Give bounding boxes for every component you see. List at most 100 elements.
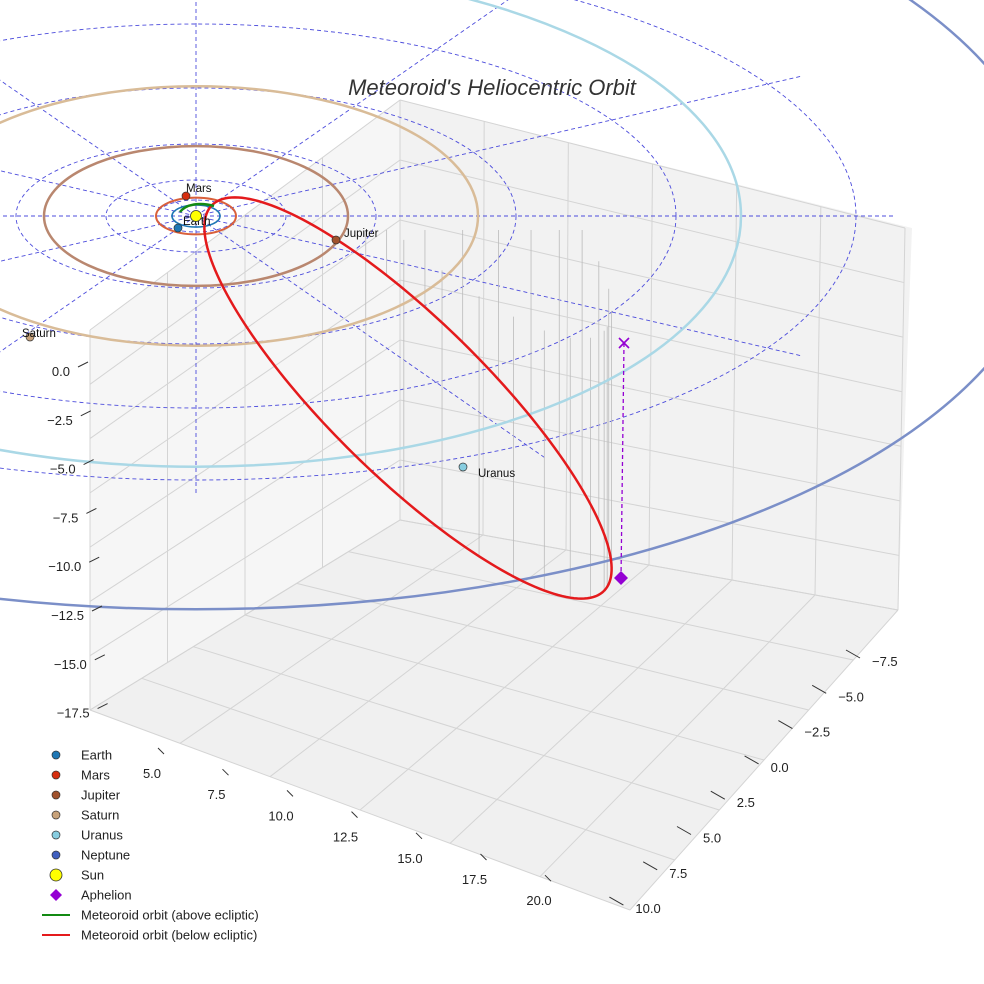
z-tick-label: −12.5: [51, 608, 84, 623]
x-tick-label: 12.5: [333, 830, 358, 845]
legend-neptune-label: Neptune: [81, 848, 130, 863]
orbit-drop-lines: [365, 230, 612, 598]
x-tick-mark: [157, 747, 165, 755]
x-tick-label: 17.5: [462, 872, 487, 887]
y-tick-mark: [811, 684, 827, 694]
x-tick-mark: [544, 874, 552, 882]
z-tick-label: −2.5: [47, 413, 73, 428]
legend-jupiter-label: Jupiter: [81, 788, 121, 803]
mars-orbit: [155, 196, 237, 236]
legend-jupiter-swatch: [51, 790, 61, 800]
polar-spoke: [195, 75, 803, 217]
legend-earth-swatch: [51, 750, 61, 760]
jupiter-marker: [331, 235, 341, 245]
y-tick-label: −2.5: [804, 725, 830, 740]
planet-markers: Earth Mars Jupiter Saturn Uranus: [22, 183, 515, 480]
grid-line: [629, 609, 899, 911]
jupiter-label: Jupiter: [344, 228, 379, 240]
legend-sun-label: Sun: [81, 868, 104, 883]
legend-aphelion-swatch: [50, 889, 62, 901]
x-tick-label: 10.0: [268, 808, 293, 823]
z-tick-label: 0.0: [52, 364, 70, 379]
neptune-orbit: [0, 0, 984, 611]
mars-marker: [181, 191, 191, 201]
x-tick-label: 5.0: [143, 766, 161, 781]
polar-spoke: [0, 79, 197, 217]
polar-ring: [0, 87, 517, 345]
z-tick-mark: [86, 507, 97, 514]
uranus-label: Uranus: [478, 468, 515, 480]
z-tick-label: −7.5: [53, 510, 79, 525]
z-tick-label: −5.0: [50, 462, 76, 477]
polar-spoke: [0, 170, 197, 217]
legend-uranus-label: Uranus: [81, 828, 123, 843]
polar-ring: [15, 143, 377, 289]
polar-spoke: [195, 0, 509, 217]
earth-marker: [173, 223, 183, 233]
legend-aphelion-label: Aphelion: [81, 888, 132, 903]
y-tick-mark: [845, 649, 861, 659]
axis-ticks: 0.0 −2.5 −5.0 −7.5 −10.0 −12.5 −15.0 −17.5 5.0 7.…: [47, 361, 898, 916]
y-tick-mark: [778, 720, 793, 730]
legend-meteoroid-orbit-below-ecliptic-label: Meteoroid orbit (below ecliptic): [81, 928, 257, 943]
jupiter-orbit: [42, 144, 350, 288]
y-tick-label: 2.5: [737, 795, 755, 810]
legend-neptune-swatch: [51, 850, 61, 860]
z-tick-mark: [83, 459, 94, 466]
saturn-label: Saturn: [22, 328, 56, 340]
uranus-orbit: [0, 0, 743, 468]
grid-line: [897, 227, 906, 611]
y-tick-label: 5.0: [703, 831, 721, 846]
y-tick-label: 7.5: [669, 866, 687, 881]
y-tick-mark: [609, 896, 624, 906]
mars-label: Mars: [186, 183, 212, 195]
z-tick-mark: [97, 703, 108, 710]
y-tick-mark: [710, 790, 726, 800]
z-tick-mark: [94, 654, 106, 661]
right-pane: [400, 100, 912, 610]
y-tick-mark: [642, 861, 658, 871]
y-tick-mark: [744, 755, 759, 765]
z-tick-label: −17.5: [57, 706, 90, 721]
meteoroid-orbit: [179, 196, 630, 600]
z-tick-label: −15.0: [54, 657, 87, 672]
meteoroid-orbit-above: [179, 202, 215, 213]
z-tick-label: −10.0: [48, 559, 81, 574]
x-tick-mark: [351, 811, 358, 818]
z-tick-mark: [88, 556, 100, 563]
polar-spoke: [0, 215, 197, 353]
ecliptic-polar-grid: [0, 0, 896, 496]
legend-earth-label: Earth: [81, 748, 112, 763]
z-tick-mark: [77, 361, 89, 368]
axis-grid: [89, 99, 906, 911]
legend-saturn-swatch: [51, 810, 61, 820]
z-tick-mark: [91, 605, 103, 612]
aphelion-marker: [614, 571, 628, 585]
saturn-orbit: [0, 85, 480, 347]
polar-spoke: [195, 215, 547, 459]
legend-mars-label: Mars: [81, 768, 110, 783]
legend-mars-swatch: [51, 770, 61, 780]
y-tick-label: −5.0: [838, 689, 864, 704]
legend-uranus-swatch: [51, 830, 61, 840]
uranus-marker: [458, 462, 468, 472]
legend-meteoroid-orbit-above-ecliptic-label: Meteoroid orbit (above ecliptic): [81, 908, 259, 923]
x-tick-label: 15.0: [397, 851, 422, 866]
y-tick-label: 0.0: [771, 760, 789, 775]
legend-sun-swatch: [49, 868, 63, 882]
x-tick-mark: [415, 832, 423, 840]
aphelion-projection-marker: [618, 337, 630, 349]
grid-line: [814, 206, 822, 596]
chart-title: Meteoroid's Heliocentric Orbit: [348, 75, 637, 100]
z-tick-mark: [80, 410, 92, 417]
saturn-marker: [25, 332, 35, 342]
grid-line: [482, 121, 485, 536]
grid-line: [399, 519, 899, 611]
legend: Earth Mars Jupiter Saturn Uranus Neptune Sun Ap…: [42, 748, 259, 943]
grid-line: [565, 142, 569, 551]
sun-marker: [190, 210, 202, 222]
y-tick-label: 10.0: [635, 901, 660, 916]
x-tick-label: 7.5: [207, 787, 225, 802]
